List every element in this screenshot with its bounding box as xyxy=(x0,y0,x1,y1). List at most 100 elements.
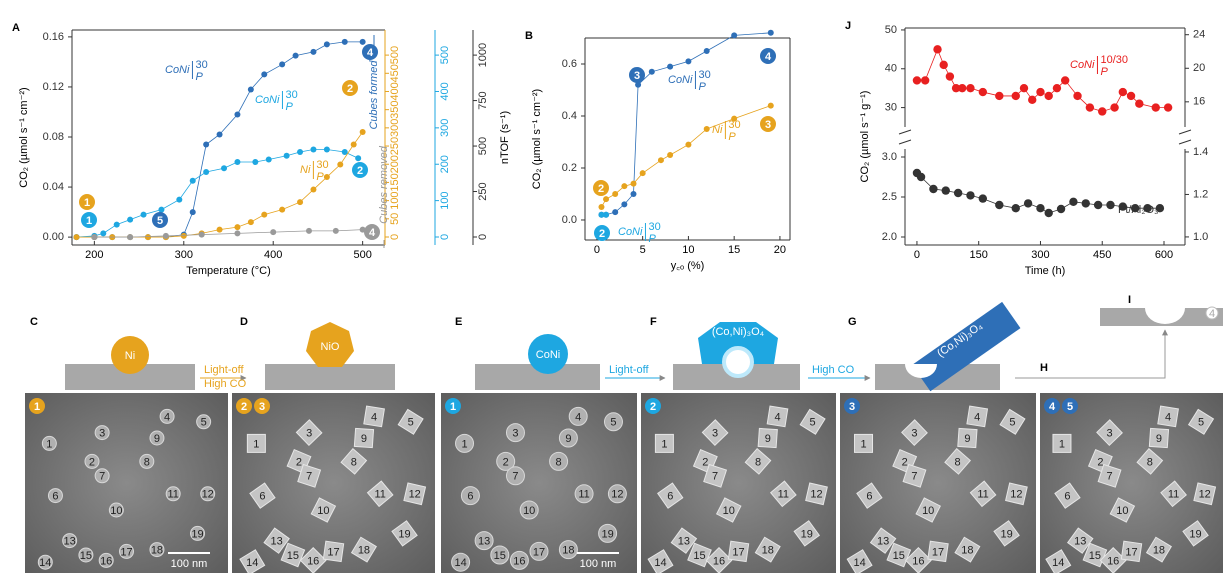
data-point xyxy=(603,196,609,202)
y-tick-label: 50 xyxy=(885,24,897,36)
label-sup: 30 xyxy=(728,119,740,131)
data-point xyxy=(73,234,79,240)
particle-number: 2 xyxy=(1097,456,1103,468)
data-point xyxy=(279,61,285,67)
badge-text: 2 xyxy=(357,165,363,177)
label-sup: 30 xyxy=(648,221,660,233)
data-point xyxy=(979,88,987,96)
badge-text: 1 xyxy=(84,197,90,209)
y-tick-label: 30 xyxy=(885,101,897,113)
particle-number: 18 xyxy=(1153,545,1165,557)
y-tick-label: 0.08 xyxy=(43,131,64,143)
particle-number: 12 xyxy=(810,489,822,501)
series-line xyxy=(76,132,362,237)
particle-number: 17 xyxy=(732,546,744,558)
y-tick-label: 0.16 xyxy=(43,31,64,43)
y-tick-label: 1.0 xyxy=(1193,231,1208,243)
particle-number: 12 xyxy=(1199,489,1211,501)
panel-letter: E xyxy=(455,316,462,328)
substrate xyxy=(265,364,395,390)
particle-number: 5 xyxy=(408,417,414,429)
badge-text: 3 xyxy=(849,401,855,413)
data-point xyxy=(1012,92,1020,100)
badge-text: 4 xyxy=(1209,308,1215,320)
particle-label: (Co,Ni)₃O₄ xyxy=(712,326,765,338)
particle-number: 6 xyxy=(52,491,58,503)
particle-number: 6 xyxy=(866,491,872,503)
particle-number: 11 xyxy=(578,489,589,501)
particle-number: 7 xyxy=(1106,471,1112,483)
y-tick-label: 0.6 xyxy=(562,58,577,70)
particle-number: 5 xyxy=(810,417,816,429)
data-point xyxy=(190,178,196,184)
particle-number: 13 xyxy=(64,536,76,548)
particle-number: 4 xyxy=(164,411,170,423)
data-point xyxy=(141,212,147,218)
label-sup: 30 xyxy=(698,69,710,81)
data-point xyxy=(1069,198,1077,206)
particle-number: 9 xyxy=(154,433,160,445)
data-point xyxy=(979,194,987,202)
data-point xyxy=(176,197,182,203)
x-tick-label: 20 xyxy=(774,244,786,256)
void xyxy=(724,348,752,376)
data-point xyxy=(337,162,343,168)
data-point xyxy=(1012,204,1020,212)
particle-number: 17 xyxy=(932,546,944,558)
badge-text: 4 xyxy=(367,47,374,59)
data-point xyxy=(284,153,290,159)
particle-number: 6 xyxy=(667,491,673,503)
data-point xyxy=(310,187,316,193)
data-point xyxy=(1045,92,1053,100)
badge-text: 3 xyxy=(259,401,265,413)
particle-number: 4 xyxy=(774,411,780,423)
particle-number: 6 xyxy=(467,491,473,503)
label-sup: 30 xyxy=(195,59,207,71)
data-point xyxy=(1045,209,1053,217)
data-point xyxy=(333,228,339,234)
y-tick-label: 0.04 xyxy=(43,181,64,193)
data-point xyxy=(940,61,948,69)
data-point xyxy=(342,39,348,45)
data-point xyxy=(640,170,646,176)
data-point xyxy=(310,49,316,55)
y-tick-label: 0.0 xyxy=(562,214,577,226)
particle-number: 19 xyxy=(601,528,613,540)
data-point xyxy=(1073,92,1081,100)
data-point xyxy=(261,212,267,218)
x-tick-label: 450 xyxy=(1093,249,1111,261)
data-point xyxy=(306,228,312,234)
particle-number: 16 xyxy=(307,555,319,567)
particle-number: 1 xyxy=(1059,438,1065,450)
series-label: CoNi xyxy=(668,74,693,86)
y-tick-label: 0.4 xyxy=(562,110,577,122)
data-point xyxy=(917,173,925,181)
particle-number: 11 xyxy=(1168,489,1179,501)
label-sub: P xyxy=(648,233,656,245)
label-sup: 30 xyxy=(285,89,297,101)
data-point xyxy=(248,86,254,92)
series-line xyxy=(76,42,362,237)
particle-number: 12 xyxy=(202,489,214,501)
particle-number: 3 xyxy=(911,428,917,440)
badge-text: 4 xyxy=(765,51,772,63)
data-point xyxy=(266,157,272,163)
particle-number: 9 xyxy=(565,433,571,445)
particle-number: 6 xyxy=(259,491,265,503)
y-tick-label: 0.2 xyxy=(562,162,577,174)
y-tick-label: 3.0 xyxy=(882,151,897,163)
data-point xyxy=(929,185,937,193)
particle-number: 4 xyxy=(974,411,980,423)
y-tick-label: 20 xyxy=(1193,62,1205,74)
data-point xyxy=(1057,205,1065,213)
data-point xyxy=(667,152,673,158)
data-point xyxy=(612,209,618,215)
y-tick-label: 500 xyxy=(477,137,489,155)
x-tick-label: 15 xyxy=(728,244,740,256)
y-tick-label: 40 xyxy=(885,63,897,75)
data-point xyxy=(1036,204,1044,212)
particle-number: 14 xyxy=(853,557,865,569)
particle-number: 4 xyxy=(371,411,377,423)
data-point xyxy=(704,126,710,132)
label-sub: P xyxy=(698,81,706,93)
